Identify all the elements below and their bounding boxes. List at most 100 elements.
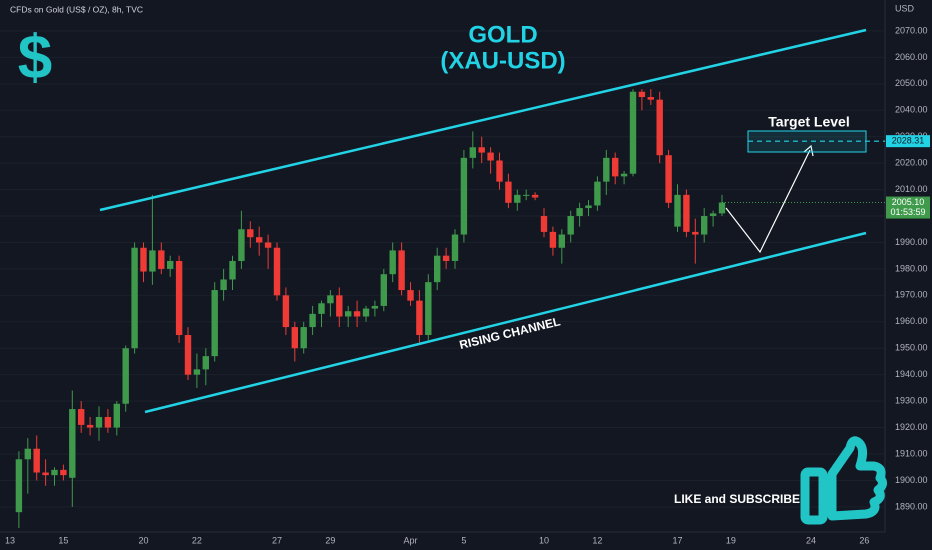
candle-body	[140, 247, 147, 272]
x-tick-label: Apr	[403, 535, 417, 545]
projection-arrow	[725, 149, 811, 254]
candle-body	[701, 216, 708, 235]
candle-body	[478, 147, 485, 153]
candle-body	[523, 194, 530, 196]
candle-body	[202, 356, 209, 370]
candle-body	[86, 424, 94, 428]
grid	[0, 30, 885, 508]
y-tick-label: 1920.00	[895, 422, 928, 432]
y-tick-label: 1930.00	[895, 395, 928, 405]
candle-body	[247, 229, 254, 238]
candle-body	[51, 469, 58, 476]
candle-body	[353, 311, 361, 317]
candle-body	[362, 308, 370, 317]
x-tick-label: 26	[859, 535, 869, 545]
x-tick-label: 17	[672, 535, 682, 545]
y-tick-label: 1890.00	[895, 501, 928, 511]
x-tick-label: 10	[539, 535, 549, 545]
target-label: Target Level	[768, 114, 849, 130]
candle-body	[718, 202, 726, 214]
x-tick-label: 22	[192, 535, 202, 545]
candle-body	[95, 416, 103, 428]
candle-body	[238, 229, 245, 261]
candle-body	[487, 152, 494, 161]
chart-subtitle: (XAU-USD)	[440, 47, 565, 74]
candle-body	[460, 157, 468, 235]
candle-body	[531, 194, 539, 198]
candle-body	[576, 208, 583, 217]
target-price-box	[886, 135, 930, 148]
candle-body	[709, 213, 717, 217]
candle-body	[256, 237, 263, 243]
candle-body	[113, 403, 120, 428]
y-tick-label: 1950.00	[895, 343, 928, 353]
y-tick-label: 1910.00	[895, 448, 928, 458]
candle-body	[407, 290, 414, 301]
candle-body	[42, 472, 49, 476]
y-tick-label: 1990.00	[895, 237, 928, 247]
countdown-label: 01:53:59	[890, 207, 925, 217]
y-tick-label: 2070.00	[895, 25, 928, 35]
candle-body	[469, 147, 476, 158]
candle-body	[149, 250, 156, 272]
header: CFDs on Gold (US$ / OZ), 8h, TVC	[10, 4, 143, 14]
candle-body	[345, 311, 352, 317]
x-tick-label: 5	[461, 535, 466, 545]
candle-body	[683, 194, 690, 232]
x-tick-label: 15	[58, 535, 68, 545]
target-price-label: 2028.31	[892, 136, 925, 146]
candle-body	[131, 247, 138, 349]
axis-unit: USD	[895, 3, 915, 13]
candle-body	[505, 181, 512, 203]
candle-body	[603, 157, 610, 182]
candle-body	[665, 155, 672, 203]
y-tick-label: 2010.00	[895, 184, 928, 194]
candle-body	[585, 205, 592, 209]
x-tick-label: 24	[806, 535, 816, 545]
y-tick-label: 1940.00	[895, 369, 928, 379]
y-tick-label: 1900.00	[895, 475, 928, 485]
candle-body	[549, 231, 557, 248]
candle-body	[380, 274, 387, 306]
x-tick-label: 29	[325, 535, 335, 545]
arrow-head	[803, 144, 814, 157]
y-tick-label: 1970.00	[895, 290, 928, 300]
candles	[15, 89, 726, 529]
x-tick-label: 12	[592, 535, 602, 545]
y-tick-label: 2050.00	[895, 78, 928, 88]
y-tick-label: 2020.00	[895, 158, 928, 168]
channel-upper	[99, 28, 867, 212]
candle-body	[33, 448, 40, 473]
logo: $	[18, 23, 52, 92]
candle-body	[104, 416, 112, 428]
candle-body	[167, 260, 174, 269]
candle-body	[647, 97, 654, 100]
candle-body	[638, 91, 646, 98]
candle-body	[692, 231, 699, 235]
candle-body	[514, 194, 521, 203]
candle-body	[282, 295, 290, 328]
candle-body	[656, 99, 663, 156]
candle-body	[594, 181, 601, 206]
candle-body	[273, 247, 281, 296]
candle-body	[442, 255, 450, 261]
candle-body	[629, 91, 637, 174]
candle-body	[416, 300, 423, 336]
x-tick-label: 19	[726, 535, 736, 545]
x-tick-label: 20	[138, 535, 148, 545]
channel-lower	[144, 231, 867, 414]
y-tick-label: 1960.00	[895, 316, 928, 326]
candle-body	[389, 250, 396, 275]
candle-body	[371, 305, 379, 309]
candle-body	[620, 173, 628, 177]
candle-body	[229, 260, 236, 280]
candle-body	[496, 160, 503, 182]
candle-body	[674, 194, 681, 227]
last-price-label: 2005.10	[892, 197, 925, 207]
cta-label: LIKE and SUBSCRIBE	[674, 492, 800, 506]
candle-body	[69, 409, 76, 478]
candle-body	[122, 348, 129, 404]
y-tick-label: 2040.00	[895, 105, 928, 115]
